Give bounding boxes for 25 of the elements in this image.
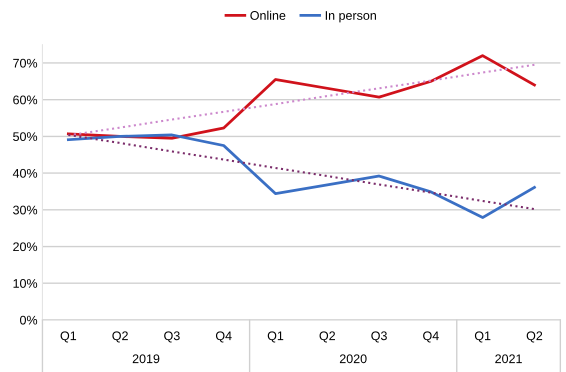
x-tick-label: Q1 (60, 331, 76, 342)
text: 2020 (340, 354, 367, 364)
text: 2021 (495, 354, 522, 364)
x-tick-label: Q1 (268, 331, 284, 342)
text: 2019 (132, 354, 160, 364)
y-tick-label: 20% (13, 242, 38, 252)
legend-label: Online (250, 10, 286, 20)
y-tick-label: 70% (13, 58, 38, 68)
line-series (67, 64, 536, 136)
legend-label: In person (326, 11, 376, 22)
y-tick-label: 40% (12, 168, 38, 178)
x-tick-label: Q2 (526, 331, 542, 342)
y-tick-label: 0% (20, 316, 38, 325)
x-tick-label: Q2 (320, 331, 335, 342)
x-tick-label: Q1 (474, 331, 490, 342)
y-tick-label: 50% (13, 132, 38, 142)
line-series (66, 54, 536, 140)
x-tick-label: Q3 (371, 331, 387, 342)
y-tick-label: 60% (13, 95, 38, 104)
x-tick-label: Q4 (216, 331, 232, 342)
x-tick-label: Q4 (423, 331, 439, 342)
y-tick-label: 30% (13, 206, 38, 214)
y-tick-label: 10% (14, 279, 38, 288)
x-tick-label: Q3 (164, 331, 180, 342)
x-tick-label: Q2 (112, 331, 128, 342)
